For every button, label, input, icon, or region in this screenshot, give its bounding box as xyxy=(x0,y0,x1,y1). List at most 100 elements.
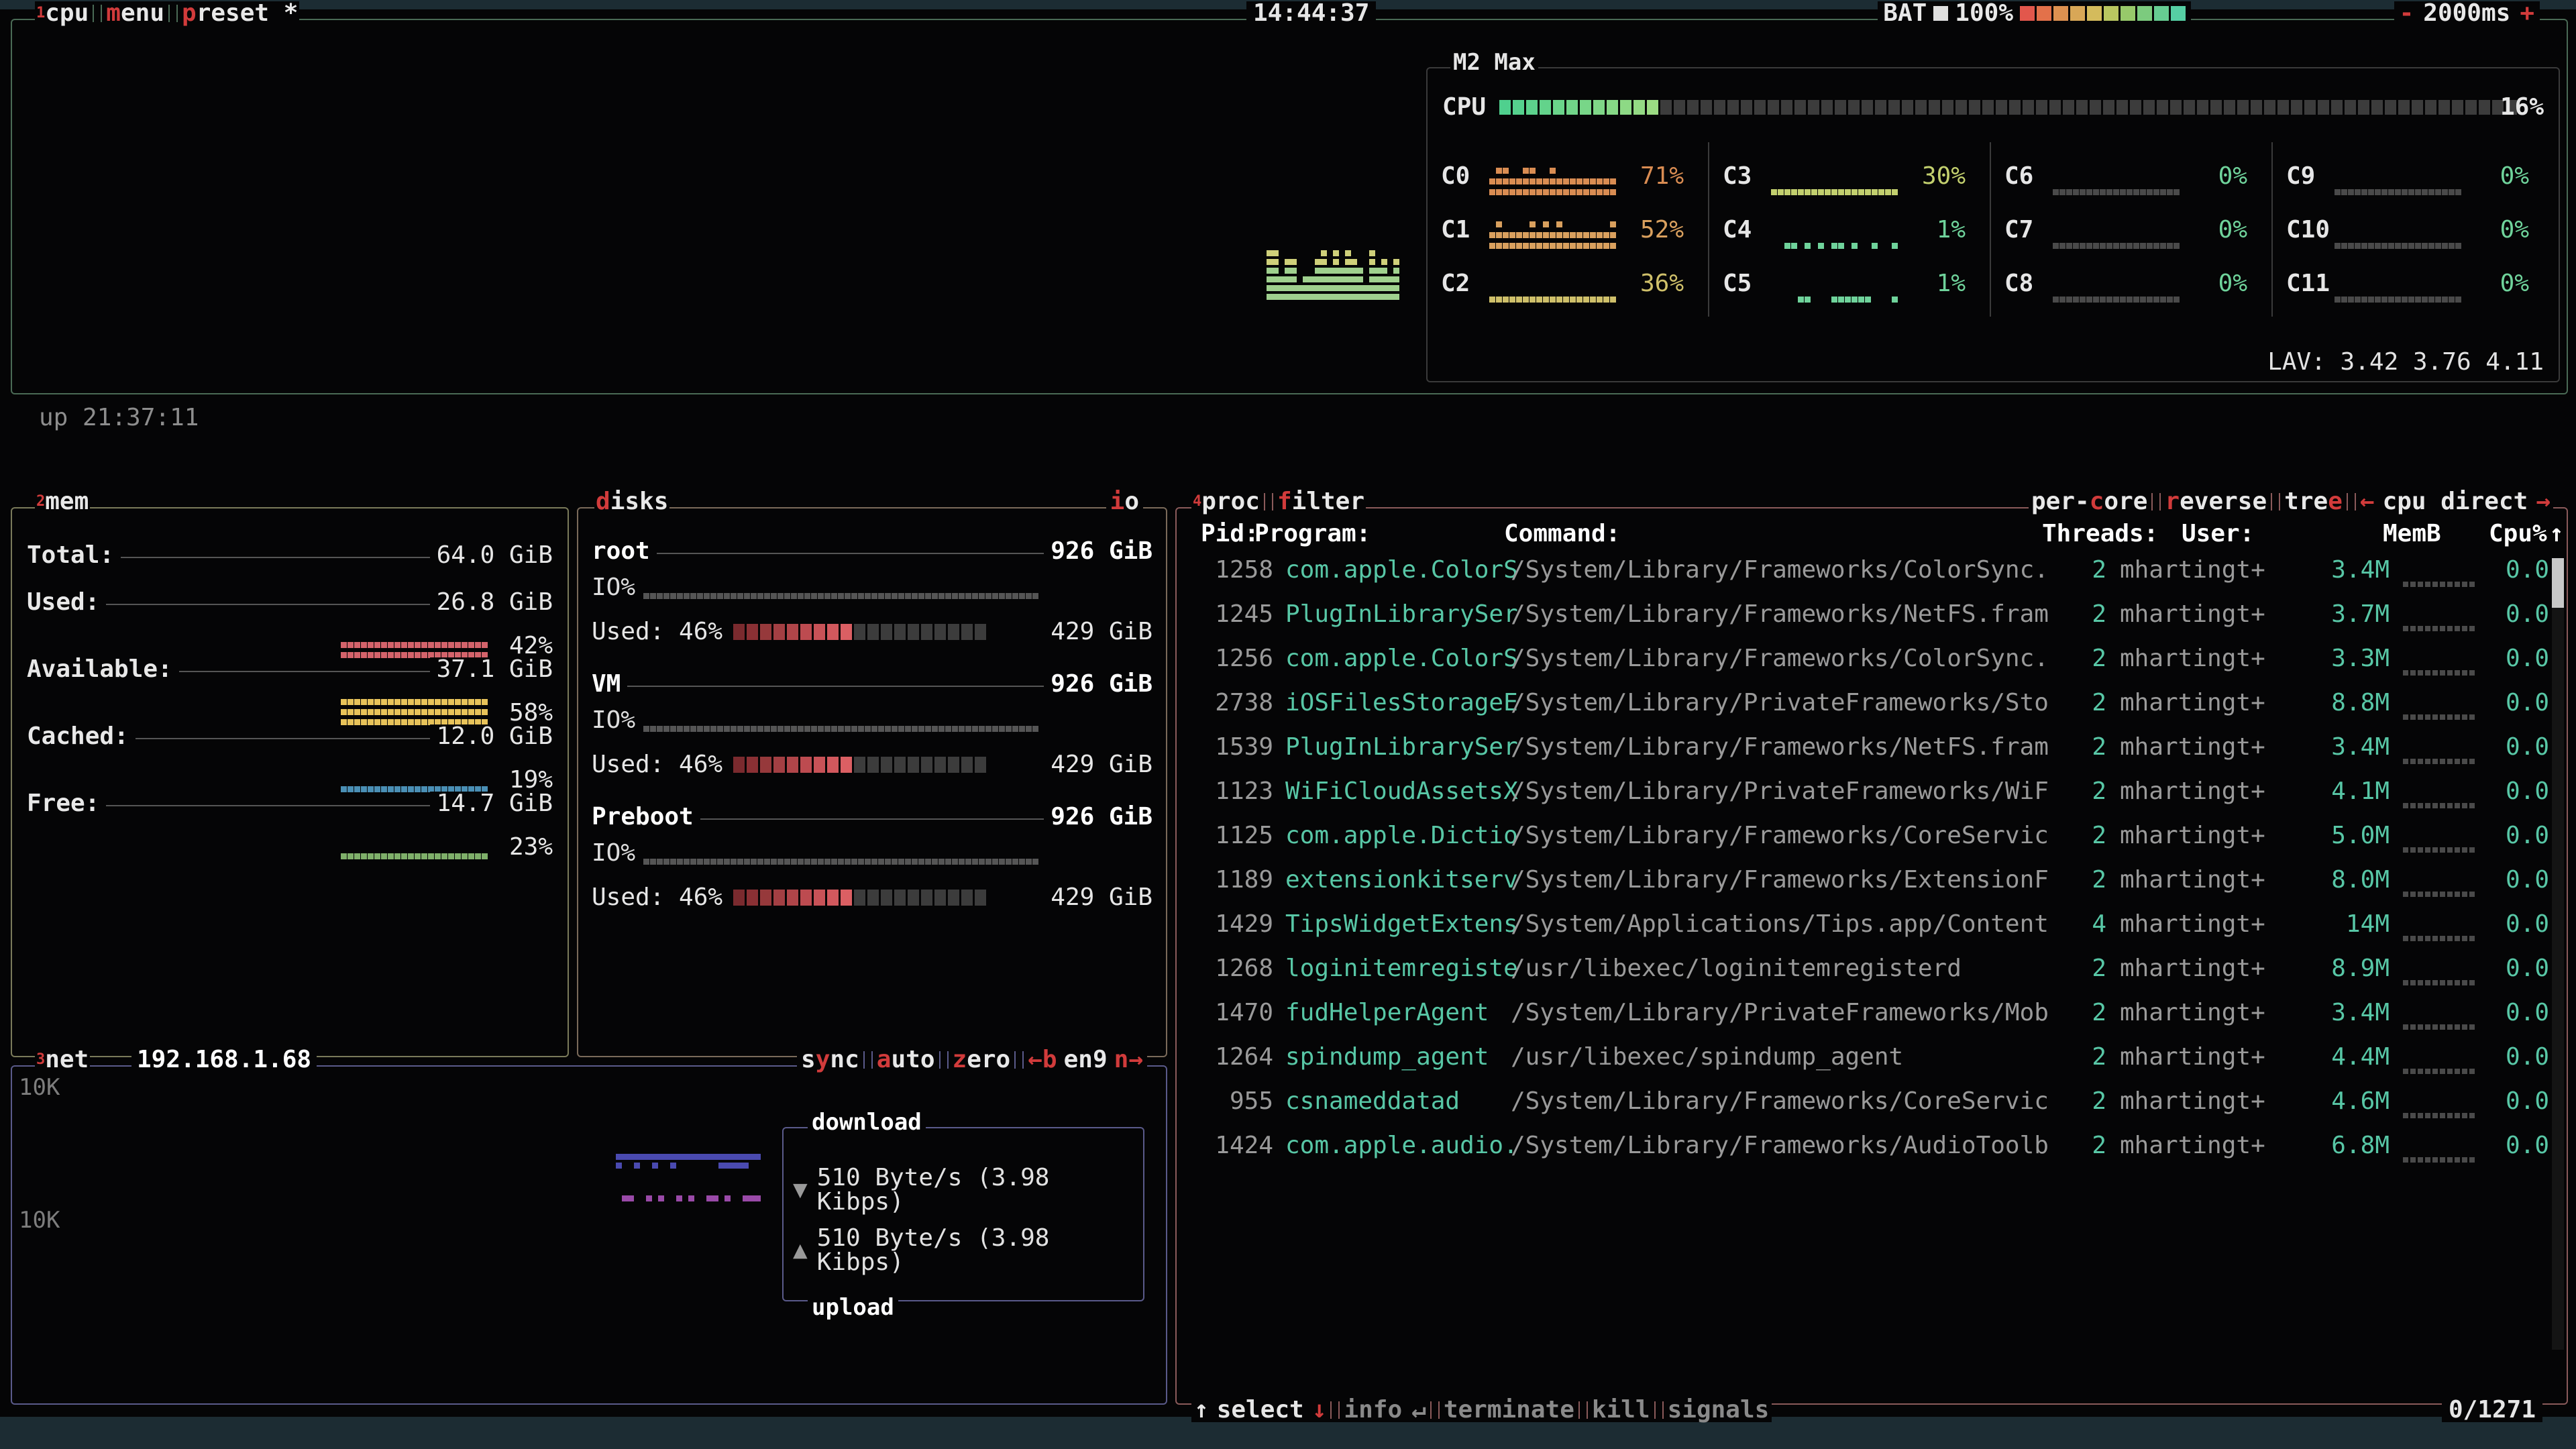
table-row[interactable]: 1123 WiFiCloudAssetsX/System/Library/Priv… xyxy=(1195,780,2549,808)
memory-bar-dot xyxy=(368,652,374,658)
proc-scrollbar-thumb[interactable] xyxy=(2552,558,2564,608)
auto-toggle[interactable]: auto xyxy=(876,1046,935,1073)
table-row[interactable]: 2738 iOSFilesStorageE/System/Library/Priv… xyxy=(1195,689,2549,720)
disk-used-segment xyxy=(747,757,759,773)
cpu-total-bar-segment xyxy=(2438,100,2451,115)
cpu-total-bar-segment xyxy=(2264,100,2276,115)
kill-label[interactable]: kill xyxy=(1591,1396,1650,1424)
col-memb[interactable]: MemB xyxy=(2383,520,2441,547)
cell-threads: 2 xyxy=(2092,689,2106,716)
core-graph-dot xyxy=(2059,189,2065,195)
next-iface-button[interactable]: n→ xyxy=(1114,1048,1143,1072)
disk-used-label: Used: 46% xyxy=(592,883,723,911)
cell-user: mhartingt+ xyxy=(2120,1087,2265,1115)
disk-io-dot xyxy=(871,593,878,599)
core-graph-dot xyxy=(2341,189,2347,195)
interval-minus-button[interactable]: - xyxy=(2399,0,2414,27)
disk-io-dot xyxy=(965,726,972,732)
mem-graph-dot xyxy=(2462,892,2467,897)
memory-bar-dot xyxy=(401,853,407,859)
table-row[interactable]: 955 csnameddatad/System/Library/Framework… xyxy=(1195,1087,2549,1118)
disk-io-dot xyxy=(697,859,704,865)
tree-toggle[interactable]: tree xyxy=(2284,488,2343,515)
disk-used-bar xyxy=(733,890,987,906)
core-graph-dot xyxy=(2053,297,2059,303)
memory-bar-dot xyxy=(388,709,394,715)
mem-tab[interactable]: 2 mem xyxy=(35,490,91,514)
reverse-toggle[interactable]: reverse xyxy=(2165,488,2267,515)
table-row[interactable]: 1256 com.apple.ColorS/System/Library/Fram… xyxy=(1195,647,2549,676)
net-graph-dot xyxy=(700,1154,706,1160)
graph-dot xyxy=(1393,285,1399,291)
graph-dot xyxy=(1297,285,1303,291)
tab-separator xyxy=(2271,493,2281,511)
table-row[interactable]: 1429 TipsWidgetExtens/System/Applications… xyxy=(1195,912,2549,941)
col-cpu[interactable]: Cpu% xyxy=(2489,520,2547,547)
cell-memb: 3.4M xyxy=(2331,733,2390,761)
col-command[interactable]: Command: xyxy=(1504,520,1621,547)
core-graph-dot xyxy=(2120,189,2126,195)
net-graph-dot xyxy=(658,1154,664,1160)
update-interval-control[interactable]: - 2000ms + xyxy=(2394,1,2540,25)
table-row[interactable]: 1125 com.apple.Dictio/System/Library/Fram… xyxy=(1195,824,2549,853)
disk-used-segment xyxy=(854,757,866,773)
core-graph-dot xyxy=(1610,221,1616,227)
table-row[interactable]: 1258 com.apple.ColorS/System/Library/Fram… xyxy=(1195,558,2549,587)
col-program[interactable]: Program: xyxy=(1254,520,1371,547)
table-row[interactable]: 1245 PlugInLibrarySer/System/Library/Fram… xyxy=(1195,602,2549,631)
terminate-label[interactable]: terminate xyxy=(1443,1396,1574,1424)
memory-bar-dot xyxy=(381,786,387,792)
net-graph-dot xyxy=(652,1163,658,1169)
net-tab[interactable]: 3 net xyxy=(35,1048,91,1072)
filter-button[interactable]: filter xyxy=(1277,490,1364,514)
col-threads[interactable]: Threads: xyxy=(2042,520,2159,547)
table-row[interactable]: 1268 loginitemregiste/usr/libexec/loginit… xyxy=(1195,957,2549,985)
sort-next-icon[interactable]: → xyxy=(2536,488,2551,515)
table-row[interactable]: 1470 fudHelperAgent/System/Library/Privat… xyxy=(1195,1001,2549,1030)
net-graph-dot xyxy=(724,1154,731,1160)
info-label[interactable]: info xyxy=(1344,1396,1403,1424)
sort-prev-icon[interactable]: ← xyxy=(2359,488,2375,515)
core-graph-dot xyxy=(2428,297,2434,303)
interval-plus-button[interactable]: + xyxy=(2520,0,2534,27)
mem-graph-dot xyxy=(2469,759,2475,764)
disk-io-dot xyxy=(744,859,751,865)
proc-tab[interactable]: 4 proc filter xyxy=(1191,490,1366,514)
menu-button[interactable]: menu xyxy=(106,1,164,25)
core-graph-dot xyxy=(2160,243,2166,249)
core-graph-dot xyxy=(1576,178,1582,184)
col-user[interactable]: User: xyxy=(2182,520,2255,547)
memory-bar-dots xyxy=(341,692,488,734)
preset-button[interactable]: preset * xyxy=(182,1,298,25)
col-pid[interactable]: Pid: xyxy=(1201,520,1259,547)
table-row[interactable]: 1264 spindump_agent/usr/libexec/spindump_… xyxy=(1195,1045,2549,1074)
memory-bar-dot xyxy=(455,786,461,792)
sort-arrow-icon: ↑ xyxy=(2549,520,2564,547)
mem-graph-dot xyxy=(2410,847,2416,853)
memory-row-bar: 42% xyxy=(341,625,553,667)
cpu-tab[interactable]: 1 cpu menu preset * xyxy=(35,1,300,25)
net-graph-dot xyxy=(676,1195,682,1201)
memory-bar-dot xyxy=(361,719,367,725)
memory-bar-dot xyxy=(408,853,414,859)
cpu-total-bar-segment xyxy=(2398,100,2410,115)
prev-iface-button[interactable]: ←b xyxy=(1028,1048,1057,1072)
graph-dot xyxy=(1285,285,1291,291)
signals-label[interactable]: signals xyxy=(1667,1396,1770,1424)
table-row[interactable]: 1189 extensionkitserv/System/Library/Fram… xyxy=(1195,868,2549,897)
table-row[interactable]: 1424 com.apple.audio./System/Library/Fram… xyxy=(1195,1134,2549,1163)
core-graph-dot xyxy=(2341,297,2347,303)
proc-scrollbar[interactable] xyxy=(2552,558,2564,1350)
graph-dot xyxy=(1267,268,1273,274)
disks-tab[interactable]: d isks xyxy=(594,490,670,514)
disk-io-dot xyxy=(737,726,744,732)
net-history-graph xyxy=(616,1134,770,1214)
cell-mem-graph xyxy=(2403,626,2477,634)
table-row[interactable]: 1539 PlugInLibrarySer/System/Library/Fram… xyxy=(1195,733,2549,764)
per-core-toggle[interactable]: per-core xyxy=(2031,488,2148,515)
cpu-total-bar-segment xyxy=(2345,100,2357,115)
sync-toggle[interactable]: sync xyxy=(801,1046,859,1073)
zero-toggle[interactable]: zero xyxy=(952,1046,1011,1073)
disk-io-dot xyxy=(878,859,885,865)
